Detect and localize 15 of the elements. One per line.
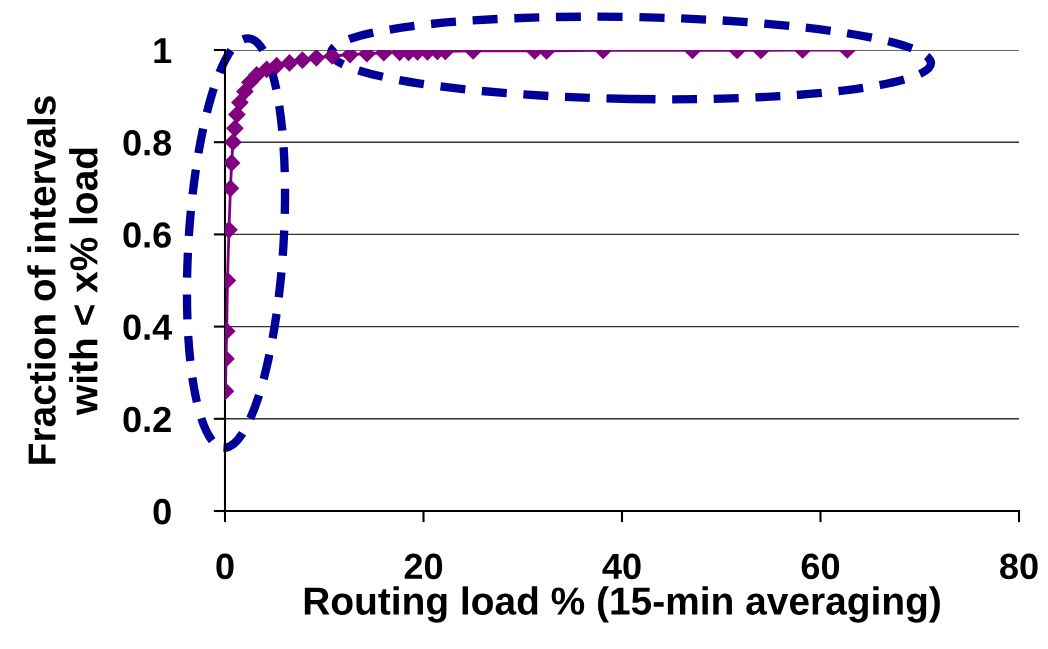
y-tick-label: 0.2 bbox=[123, 406, 171, 433]
x-axis-title: Routing load % (15-min averaging) bbox=[304, 586, 940, 623]
x-tick-label: 60 bbox=[801, 553, 840, 580]
point bbox=[225, 154, 241, 172]
y-tick-label: 0 bbox=[153, 498, 171, 525]
y-tick-label: 0.6 bbox=[123, 222, 171, 248]
x-tick-label: 0 bbox=[216, 553, 234, 580]
point bbox=[323, 50, 341, 65]
y-tick-label: 0.4 bbox=[123, 314, 173, 341]
x-tick-label: 80 bbox=[1000, 553, 1038, 580]
y-axis-title: Fraction of intervals with < x% load bbox=[27, 96, 98, 464]
x-tick-label: 40 bbox=[602, 553, 641, 580]
y-tick-label: 1 bbox=[154, 38, 172, 64]
y-tick-label: 0.8 bbox=[123, 130, 172, 156]
x-tick-label: 20 bbox=[404, 553, 443, 580]
